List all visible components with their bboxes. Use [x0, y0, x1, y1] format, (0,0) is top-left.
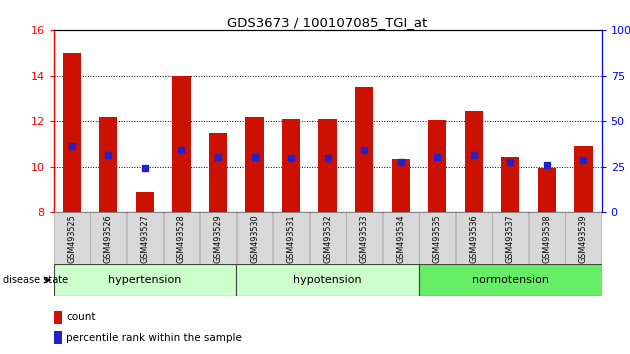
Text: GSM493529: GSM493529 [214, 215, 222, 263]
Text: disease state: disease state [3, 275, 68, 285]
Text: GSM493534: GSM493534 [396, 215, 405, 263]
Text: GSM493533: GSM493533 [360, 215, 369, 263]
Bar [173, 76, 191, 212]
Bar [391, 159, 410, 212]
Bar [63, 53, 81, 212]
Text: GSM493536: GSM493536 [469, 215, 478, 263]
Text: GSM493531: GSM493531 [287, 215, 295, 263]
Bar [575, 146, 592, 212]
Text: percentile rank within the sample: percentile rank within the sample [66, 332, 242, 343]
Bar [318, 119, 336, 212]
Bar [164, 212, 199, 264]
Text: GSM493539: GSM493539 [579, 215, 588, 263]
Bar [493, 212, 528, 264]
Bar [100, 117, 117, 212]
Text: GSM493526: GSM493526 [104, 215, 113, 263]
Text: GSM493532: GSM493532 [323, 215, 332, 263]
Bar [501, 156, 519, 212]
Text: GSM493525: GSM493525 [67, 215, 76, 263]
Bar [346, 212, 382, 264]
Text: hypotension: hypotension [294, 275, 362, 285]
Text: GSM493528: GSM493528 [177, 215, 186, 263]
Text: hypertension: hypertension [108, 275, 181, 285]
Bar [273, 212, 309, 264]
Bar [282, 119, 300, 212]
Bar [136, 192, 154, 212]
Bar [54, 264, 236, 296]
Bar [54, 311, 62, 324]
Bar [529, 212, 564, 264]
Bar [566, 212, 601, 264]
Bar [246, 117, 263, 212]
Bar [127, 212, 163, 264]
Bar [237, 212, 272, 264]
Text: GSM493537: GSM493537 [506, 215, 515, 263]
Bar [428, 120, 446, 212]
Bar [538, 168, 556, 212]
Bar [310, 212, 345, 264]
Bar [383, 212, 418, 264]
Text: count: count [66, 312, 96, 322]
Bar [200, 212, 236, 264]
Bar [54, 331, 62, 344]
Text: GSM493535: GSM493535 [433, 215, 442, 263]
Text: GSM493538: GSM493538 [542, 215, 551, 263]
Bar [91, 212, 126, 264]
Text: normotension: normotension [472, 275, 549, 285]
Bar [419, 264, 602, 296]
Title: GDS3673 / 100107085_TGI_at: GDS3673 / 100107085_TGI_at [227, 16, 428, 29]
Bar [236, 264, 419, 296]
Bar [465, 111, 483, 212]
Bar [209, 133, 227, 212]
Bar [54, 212, 89, 264]
Text: GSM493527: GSM493527 [140, 215, 149, 263]
Bar [420, 212, 455, 264]
Bar [456, 212, 491, 264]
Bar [355, 87, 373, 212]
Text: GSM493530: GSM493530 [250, 215, 259, 263]
